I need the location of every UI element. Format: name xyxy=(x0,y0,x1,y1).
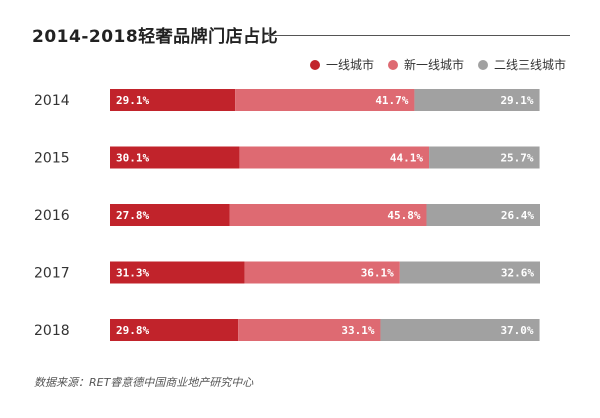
y-tick-label-2014: 2014 xyxy=(34,93,70,109)
bar-segment-tier2-3-2014 xyxy=(414,89,540,111)
legend-item-new-tier1: 新一线城市 xyxy=(387,56,464,73)
bar-segment-tier2-3-2016 xyxy=(426,204,540,226)
bar-segment-tier1-2016 xyxy=(110,204,230,226)
source-note: 数据来源：RET睿意德中国商业地产研究中心 xyxy=(34,376,254,389)
data-label-tier1-2018: 29.8% xyxy=(116,324,149,337)
data-label-new-tier1-2017: 36.1% xyxy=(361,267,394,280)
data-label-new-tier1-2018: 33.1% xyxy=(341,324,374,337)
data-label-tier2-3-2015: 25.7% xyxy=(500,152,533,165)
bar-segment-tier1-2014 xyxy=(110,89,236,111)
bar-segment-tier1-2015 xyxy=(110,146,240,169)
data-label-tier1-2017: 31.3% xyxy=(116,267,149,280)
bar-segment-new-tier1-2018 xyxy=(238,319,381,341)
bar-segment-new-tier1-2017 xyxy=(244,261,400,284)
data-label-tier2-3-2014: 29.1% xyxy=(500,94,533,107)
data-label-tier1-2015: 30.1% xyxy=(116,152,149,165)
bar-segment-tier2-3-2017 xyxy=(399,261,540,284)
data-label-new-tier1-2015: 44.1% xyxy=(390,152,423,165)
legend-label-tier1: 一线城市 xyxy=(325,58,374,72)
y-tick-label-2018: 2018 xyxy=(34,323,70,339)
chart-title: 2014-2018轻奢品牌门店占比 xyxy=(32,27,279,47)
legend-label-tier2-3: 二线三线城市 xyxy=(493,58,566,72)
legend: 一线城市 新一线城市 二线三线城市 xyxy=(309,56,566,73)
bar-segment-new-tier1-2015 xyxy=(239,146,430,169)
y-tick-label-2015: 2015 xyxy=(34,151,70,167)
data-label-new-tier1-2016: 45.8% xyxy=(387,209,420,222)
data-label-tier2-3-2018: 37.0% xyxy=(500,324,533,337)
legend-swatch-tier1 xyxy=(309,59,320,70)
data-label-tier1-2016: 27.8% xyxy=(116,209,149,222)
y-tick-label-2016: 2016 xyxy=(34,208,70,224)
bar-segment-tier2-3-2018 xyxy=(380,319,540,341)
legend-swatch-new-tier1 xyxy=(387,59,398,70)
data-label-tier2-3-2017: 32.6% xyxy=(501,267,534,280)
data-label-tier2-3-2016: 26.4% xyxy=(501,209,534,222)
bar-segment-new-tier1-2016 xyxy=(229,204,427,226)
bar-segment-tier2-3-2015 xyxy=(429,146,540,169)
bar-segment-new-tier1-2014 xyxy=(235,89,415,111)
bar-segment-tier1-2018 xyxy=(110,319,239,341)
title-rule xyxy=(268,35,570,36)
data-label-new-tier1-2014: 41.7% xyxy=(375,94,408,107)
data-label-tier1-2014: 29.1% xyxy=(116,94,149,107)
bar-segment-tier1-2017 xyxy=(110,261,245,284)
y-tick-label-2017: 2017 xyxy=(34,266,70,282)
legend-swatch-tier2-3 xyxy=(477,59,488,70)
legend-item-tier1: 一线城市 xyxy=(309,56,374,73)
legend-item-tier2-3: 二线三线城市 xyxy=(477,56,566,73)
legend-label-new-tier1: 新一线城市 xyxy=(403,58,464,72)
